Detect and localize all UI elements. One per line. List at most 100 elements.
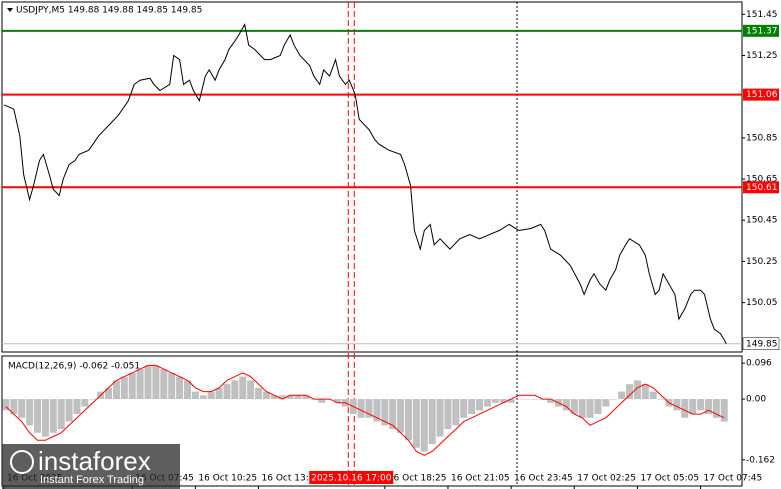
y-tick-label: 150.25 <box>746 257 778 267</box>
macd-bar <box>128 372 136 400</box>
macd-bar <box>507 399 515 403</box>
watermark: instaforex Instant Forex Trading <box>2 444 180 489</box>
series-line <box>5 364 725 456</box>
macd-bar <box>255 387 263 400</box>
macd-bar <box>302 395 310 400</box>
macd-bar <box>681 399 689 418</box>
macd-bar <box>207 391 215 400</box>
macd-bar <box>357 399 365 418</box>
level-label-box <box>743 24 779 37</box>
macd-bar <box>105 387 113 400</box>
macd-bar <box>152 365 160 400</box>
macd-bar <box>49 399 57 433</box>
macd-bar <box>633 380 641 400</box>
macd-bar <box>365 399 373 418</box>
macd-bar <box>389 399 397 430</box>
macd-bar <box>673 399 681 411</box>
macd-bar <box>199 395 207 400</box>
macd-bar <box>428 399 436 445</box>
macd-bar <box>89 399 97 400</box>
macd-bar <box>333 399 341 403</box>
macd-bar <box>191 391 199 400</box>
macd-bar <box>294 395 302 400</box>
macd-bar <box>26 399 34 426</box>
macd-bar <box>412 399 420 448</box>
macd-bar <box>34 399 42 433</box>
macd-bar <box>405 399 413 441</box>
macd-bar <box>247 380 255 400</box>
macd-bar <box>41 399 49 437</box>
y-tick-label: 0.00 <box>746 395 766 405</box>
level-label: 151.06 <box>746 90 778 100</box>
macd-bar <box>618 391 626 400</box>
macd-bar <box>81 399 89 407</box>
macd-bar <box>523 399 531 400</box>
macd-bar <box>2 399 10 411</box>
macd-bar <box>657 399 665 400</box>
macd-bar <box>720 399 728 422</box>
macd-bar <box>397 399 405 433</box>
macd-bar <box>491 399 499 403</box>
macd-bar <box>562 399 570 411</box>
macd-bar <box>476 399 484 411</box>
macd-bar <box>570 399 578 415</box>
last-price-box <box>742 337 780 351</box>
macd-bar <box>649 391 657 400</box>
x-tick-label: 17 Oct 05:05 <box>640 474 699 484</box>
macd-bar <box>531 399 539 400</box>
macd-bar <box>578 399 586 418</box>
watermark-tagline: Instant Forex Trading <box>40 474 144 486</box>
x-tick-label: 16 Oct 10:25 <box>198 474 257 484</box>
macd-bar <box>10 399 18 415</box>
marker-label: 2025.10.16 17:00 <box>311 474 392 484</box>
level-label-box <box>743 88 779 101</box>
macd-bar <box>436 399 444 437</box>
macd-bar <box>704 399 712 415</box>
macd-bar <box>420 399 428 452</box>
macd-bar <box>381 399 389 426</box>
y-tick-label: -0.162 <box>746 455 775 465</box>
price-title: USDJPY,M5 149.88 149.88 149.85 149.85 <box>16 6 202 16</box>
macd-bar <box>168 372 176 400</box>
y-tick-label: 150.05 <box>746 298 778 308</box>
macd-bar <box>373 399 381 422</box>
level-label: 150.61 <box>746 183 778 193</box>
x-tick-label: 16 Oct 18:25 <box>388 474 447 484</box>
y-tick-label: 151.45 <box>746 10 778 20</box>
watermark-brand: instaforex <box>38 446 151 476</box>
macd-bar <box>215 387 223 400</box>
macd-bar <box>262 391 270 400</box>
macd-bar <box>547 399 555 403</box>
macd-bar <box>223 384 231 400</box>
macd-bar <box>286 395 294 400</box>
macd-bar <box>57 399 65 430</box>
x-tick-label: 16 Oct 23:45 <box>514 474 573 484</box>
x-tick-label: 17 Oct 07:45 <box>704 474 763 484</box>
macd-bar <box>270 395 278 400</box>
macd-bar <box>626 384 634 400</box>
macd-bar <box>231 380 239 400</box>
macd-bar <box>73 399 81 415</box>
watermark-logo <box>10 450 34 474</box>
macd-bar <box>689 399 697 415</box>
price-panel-frame <box>1 1 743 353</box>
y-tick-label: 0.096 <box>746 359 772 369</box>
last-price-label: 149.85 <box>746 339 778 349</box>
y-tick-label: 150.85 <box>746 133 778 143</box>
macd-bar <box>712 399 720 418</box>
macd-bar <box>586 399 594 418</box>
macd-panel-frame <box>1 355 743 487</box>
macd-bar <box>136 369 144 400</box>
symbol-menu-icon <box>7 8 13 12</box>
macd-bar <box>697 399 705 411</box>
series-line <box>3 23 727 345</box>
x-tick-label: 16 Oct 13:05 <box>262 474 321 484</box>
level-label-box <box>743 181 779 194</box>
macd-bar <box>160 369 168 400</box>
macd-bar <box>594 399 602 415</box>
macd-bar <box>515 399 523 400</box>
macd-bar <box>176 376 184 400</box>
x-tick-label: 17 Oct 02:25 <box>577 474 636 484</box>
